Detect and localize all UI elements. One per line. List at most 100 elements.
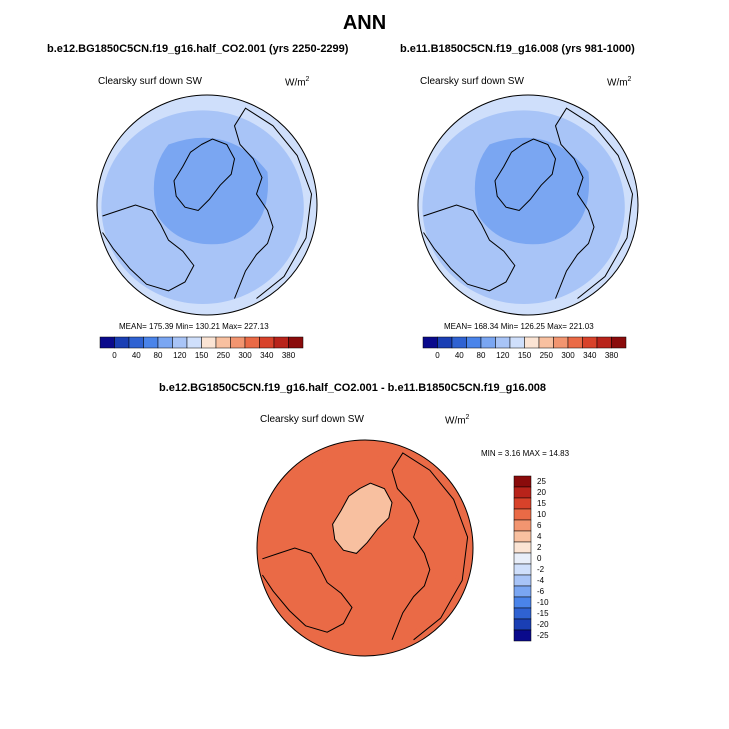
- colorbar1-swatch: [437, 336, 453, 349]
- colorbar1-swatch: [451, 336, 467, 349]
- colorbar2-swatch: [513, 563, 532, 576]
- map1-coast-greenland: [494, 138, 557, 212]
- map2-coast-eurasia: [391, 452, 469, 641]
- colorbar1-tick-label: 340: [583, 351, 597, 360]
- colorbar0-tick-label: 380: [281, 351, 296, 360]
- colorbar2-tick-label: -6: [537, 586, 545, 596]
- colorbar2-tick-label: -25: [537, 630, 549, 640]
- colorbar0-swatch: [172, 336, 188, 349]
- colorbar0-tick-label: 120: [173, 351, 187, 360]
- colorbar2-swatch: [513, 596, 532, 609]
- colorbar2-swatch: [513, 508, 532, 521]
- map2-region-mid-latitudes: [261, 455, 461, 646]
- map0-border: [96, 94, 318, 316]
- map2-region-greenland: [332, 483, 392, 554]
- colorbar2-tick-label: 0: [537, 553, 542, 563]
- colorbar2-tick-label: 10: [537, 509, 546, 519]
- map0-coast-north-america: [102, 204, 195, 292]
- colorbar1-swatch: [567, 336, 583, 349]
- colorbar2-tick-label: -4: [537, 575, 545, 585]
- colorbar1-tick-label: 0: [435, 351, 440, 360]
- panel2-title: b.e11.B1850C5CN.f19_g16.008 (yrs 981-100…: [400, 43, 635, 55]
- colorbar2-tick-label: -15: [537, 608, 549, 618]
- colorbar1-swatch: [422, 336, 438, 349]
- colorbar2-swatch: [513, 541, 532, 554]
- map2-border: [256, 439, 474, 657]
- colorbar0-swatch: [143, 336, 159, 349]
- colorbar2-tick-label: 25: [537, 476, 546, 486]
- colorbar0-swatch: [114, 336, 130, 349]
- colorbar2-swatch: [513, 486, 532, 499]
- colorbar1-tick-label: 80: [476, 351, 486, 360]
- colorbar1-tick-label: 120: [496, 351, 510, 360]
- panel3-stats: MIN = 3.16 MAX = 14.83: [481, 449, 570, 458]
- colorbar1-swatch: [538, 336, 554, 349]
- colorbar2-tick-label: -20: [537, 619, 549, 629]
- colorbar0-swatch: [288, 336, 304, 349]
- colorbar1-swatch: [495, 336, 511, 349]
- colorbar2-tick-label: 15: [537, 498, 546, 508]
- colorbar1-swatch: [480, 336, 496, 349]
- colorbar2-swatch: [513, 618, 532, 631]
- colorbar1-tick-label: 40: [454, 351, 464, 360]
- colorbar1-swatch: [466, 336, 482, 349]
- colorbar1-swatch: [524, 336, 540, 349]
- colorbar1-swatch: [509, 336, 525, 349]
- panel1-stats: MEAN= 175.39 Min= 130.21 Max= 227.13: [119, 322, 269, 331]
- map1-coast-north-america: [423, 204, 516, 292]
- panel1-variable-label: Clearsky surf down SW: [98, 76, 202, 87]
- colorbar0-tick-label: 150: [194, 351, 209, 360]
- map2-coast-north-america: [261, 547, 353, 633]
- colorbar1-tick-label: 250: [539, 351, 553, 360]
- colorbar1-tick-label: 150: [517, 351, 532, 360]
- panel3-variable-label: Clearsky surf down SW: [260, 414, 364, 425]
- colorbar2-swatch: [513, 574, 532, 587]
- panel1-units: W/m2: [285, 76, 310, 89]
- map1-border: [417, 94, 639, 316]
- colorbar2-swatch: [513, 530, 532, 543]
- panel3-title: b.e12.BG1850C5CN.f19_g16.half_CO2.001 - …: [159, 382, 547, 394]
- colorbar0-swatch: [157, 336, 173, 349]
- colorbar0-swatch: [259, 336, 275, 349]
- colorbar0-tick-label: 340: [260, 351, 274, 360]
- colorbar1-tick-label: 300: [561, 351, 575, 360]
- colorbar1-tick-label: 380: [604, 351, 619, 360]
- colorbar2-swatch: [513, 497, 532, 510]
- colorbar2-swatch: [513, 552, 532, 565]
- colorbar0-swatch: [99, 336, 115, 349]
- panel2-units: W/m2: [607, 76, 632, 89]
- colorbar0-swatch: [201, 336, 217, 349]
- colorbar1-swatch: [596, 336, 612, 349]
- colorbar2-tick-label: 2: [537, 542, 542, 552]
- colorbar2-tick-label: 20: [537, 487, 546, 497]
- map1-region-polar-core: [474, 137, 590, 245]
- map0-region-polar-core: [153, 137, 269, 245]
- colorbar0-swatch: [128, 336, 144, 349]
- colorbar2-swatch: [513, 585, 532, 598]
- colorbar1-swatch: [582, 336, 598, 349]
- map0-coast-eurasia: [233, 107, 313, 299]
- colorbar0-tick-label: 0: [112, 351, 117, 360]
- panel3-units: W/m2: [445, 414, 470, 427]
- map2-coast-greenland: [332, 482, 393, 554]
- colorbar0-swatch: [215, 336, 231, 349]
- colorbar1-swatch: [611, 336, 627, 349]
- colorbar2-tick-label: -2: [537, 564, 545, 574]
- colorbar0-tick-label: 300: [238, 351, 252, 360]
- colorbar2-tick-label: 4: [537, 531, 542, 541]
- colorbar0-swatch: [244, 336, 260, 349]
- colorbar0-tick-label: 40: [131, 351, 141, 360]
- colorbar2-swatch: [513, 607, 532, 620]
- colorbar2-swatch: [513, 475, 532, 488]
- colorbar0-swatch: [273, 336, 289, 349]
- panel2-stats: MEAN= 168.34 Min= 126.25 Max= 221.03: [444, 322, 594, 331]
- colorbar0-swatch: [186, 336, 202, 349]
- colorbar2-tick-label: 6: [537, 520, 542, 530]
- colorbar0-tick-label: 250: [216, 351, 230, 360]
- colorbar2-swatch: [513, 519, 532, 532]
- page-title: ANN: [342, 12, 387, 34]
- colorbar0-swatch: [230, 336, 246, 349]
- panel1-title: b.e12.BG1850C5CN.f19_g16.half_CO2.001 (y…: [47, 43, 349, 55]
- map0-coast-greenland: [173, 138, 236, 212]
